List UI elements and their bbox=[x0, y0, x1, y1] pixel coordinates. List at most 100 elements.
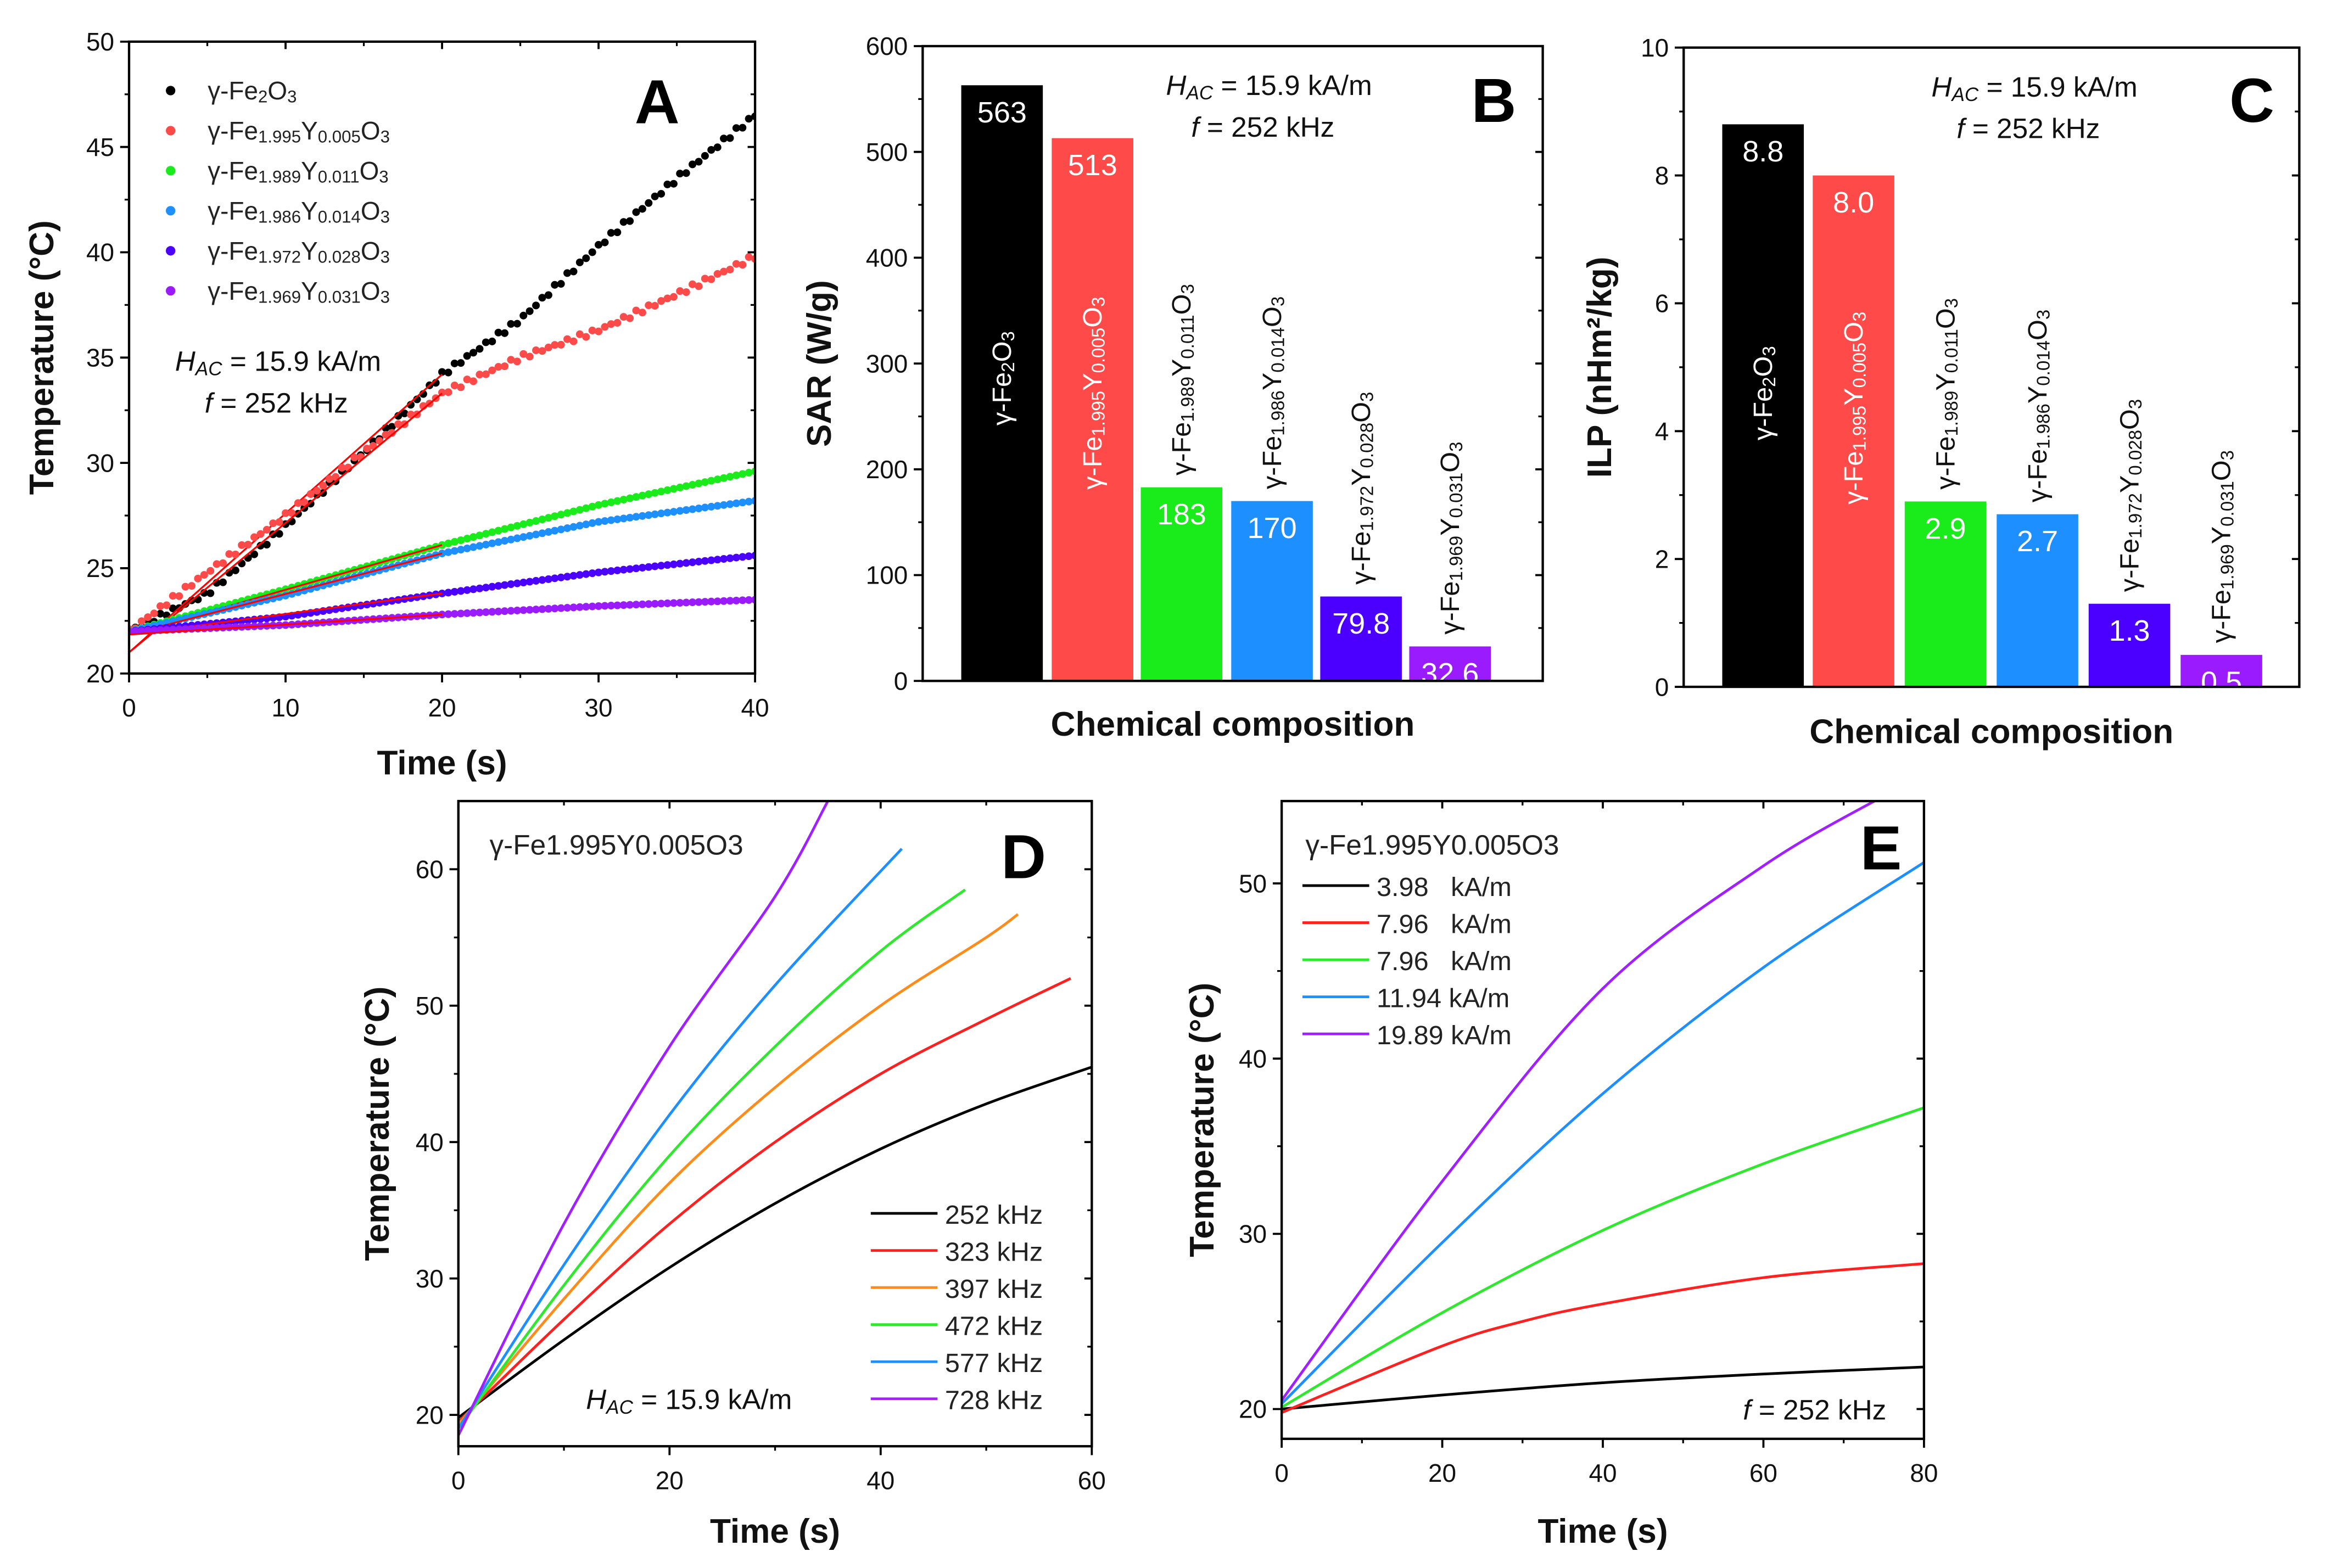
data-point bbox=[626, 601, 634, 609]
data-point bbox=[482, 338, 490, 346]
data-point bbox=[651, 562, 659, 570]
data-point bbox=[507, 535, 515, 544]
data-point bbox=[450, 382, 459, 390]
data-point bbox=[657, 509, 666, 518]
bar bbox=[961, 85, 1043, 681]
data-point bbox=[663, 486, 672, 494]
y-tick-label: 500 bbox=[866, 138, 908, 166]
data-point bbox=[732, 471, 740, 479]
data-point bbox=[519, 578, 528, 587]
data-point bbox=[595, 568, 603, 576]
data-point bbox=[732, 499, 740, 507]
data-point bbox=[525, 606, 534, 614]
legend-marker bbox=[166, 246, 176, 256]
data-point bbox=[181, 600, 189, 608]
bar-value-label: 170 bbox=[1248, 512, 1297, 545]
data-point bbox=[669, 508, 678, 516]
data-point bbox=[313, 486, 321, 495]
x-axis-label: Time (s) bbox=[377, 744, 507, 782]
data-point bbox=[282, 509, 290, 517]
data-point bbox=[663, 508, 672, 517]
data-point bbox=[476, 531, 484, 540]
legend-label: 3.98 kA/m bbox=[1377, 872, 1512, 902]
y-axis-label: Temperature (°C) bbox=[359, 987, 396, 1261]
data-point bbox=[400, 409, 409, 418]
x-tick-label: 20 bbox=[656, 1466, 684, 1495]
x-tick-label: 0 bbox=[451, 1466, 466, 1495]
data-point bbox=[294, 499, 302, 507]
data-point bbox=[457, 609, 465, 618]
data-point bbox=[701, 557, 709, 565]
data-point bbox=[669, 560, 678, 568]
data-point bbox=[250, 550, 259, 558]
data-point bbox=[507, 607, 515, 615]
data-point bbox=[551, 341, 559, 349]
data-point bbox=[588, 569, 596, 578]
panel-letter: E bbox=[1860, 813, 1902, 883]
panel-e: 20 30 40 50 0 20 40 60 80 3.98 kA/m 7.96 kA/m 7.96 … bbox=[1183, 799, 1938, 1550]
data-point bbox=[732, 260, 740, 268]
data-point bbox=[689, 280, 697, 288]
data-point bbox=[689, 480, 697, 489]
x-tick-label: 60 bbox=[1078, 1466, 1106, 1495]
x-tick-label: 40 bbox=[866, 1466, 894, 1495]
data-point bbox=[588, 326, 596, 334]
data-point bbox=[613, 228, 622, 237]
data-point bbox=[663, 180, 672, 188]
data-point bbox=[582, 520, 590, 529]
data-point bbox=[695, 557, 703, 565]
y-tick-label: 20 bbox=[416, 1401, 444, 1429]
data-point bbox=[300, 498, 309, 506]
data-point bbox=[482, 608, 490, 617]
bar-value-label: 0.5 bbox=[2201, 665, 2242, 698]
frequency-annotation: f = 252 kHz bbox=[1956, 113, 2100, 144]
data-point bbox=[707, 502, 715, 511]
data-point bbox=[513, 606, 521, 614]
data-point bbox=[557, 280, 565, 288]
data-point bbox=[501, 581, 509, 589]
data-point bbox=[557, 340, 565, 349]
y-tick-label: 30 bbox=[1239, 1220, 1267, 1248]
data-point bbox=[463, 586, 471, 594]
data-point bbox=[713, 597, 722, 606]
field-annotation: HAC = 15.9 kA/m bbox=[586, 1384, 792, 1418]
data-point bbox=[469, 609, 478, 617]
data-point bbox=[175, 592, 183, 600]
data-point bbox=[275, 530, 283, 538]
x-tick-label: 20 bbox=[428, 693, 456, 722]
data-point bbox=[632, 208, 640, 216]
frequency-annotation: f = 252 kHz bbox=[1191, 111, 1334, 143]
data-point bbox=[613, 601, 622, 609]
legend-label: 7.96 kA/m bbox=[1377, 910, 1512, 939]
series-line-5 bbox=[1282, 801, 1877, 1401]
data-point bbox=[695, 504, 703, 513]
panel-b: 0 100 200 300 400 500 600 563 γ-Fe2O3 513 γ-Fe1.99… bbox=[801, 32, 1544, 743]
data-point bbox=[689, 598, 697, 607]
data-point bbox=[538, 576, 546, 584]
data-point bbox=[701, 598, 709, 606]
x-tick-label: 20 bbox=[1428, 1459, 1456, 1487]
data-point bbox=[256, 530, 265, 538]
y-tick-label: 0 bbox=[894, 667, 908, 695]
data-point bbox=[563, 604, 572, 612]
data-point bbox=[563, 335, 572, 343]
data-point bbox=[519, 520, 528, 528]
data-point bbox=[388, 423, 396, 431]
y-tick-label: 6 bbox=[1655, 289, 1669, 318]
data-point bbox=[213, 560, 221, 568]
data-point bbox=[551, 281, 559, 289]
data-point bbox=[457, 536, 465, 545]
data-point bbox=[701, 152, 709, 160]
plot-frame bbox=[127, 40, 757, 675]
data-point bbox=[745, 253, 753, 261]
data-point bbox=[338, 463, 346, 472]
data-point bbox=[732, 124, 740, 132]
data-point bbox=[476, 584, 484, 592]
data-point bbox=[463, 544, 471, 552]
series-1 bbox=[129, 112, 756, 636]
data-point bbox=[363, 445, 371, 453]
data-point bbox=[607, 498, 615, 506]
data-point bbox=[438, 368, 446, 376]
bar-value-label: 2.7 bbox=[2017, 525, 2058, 558]
y-tick-label: 600 bbox=[866, 32, 908, 60]
